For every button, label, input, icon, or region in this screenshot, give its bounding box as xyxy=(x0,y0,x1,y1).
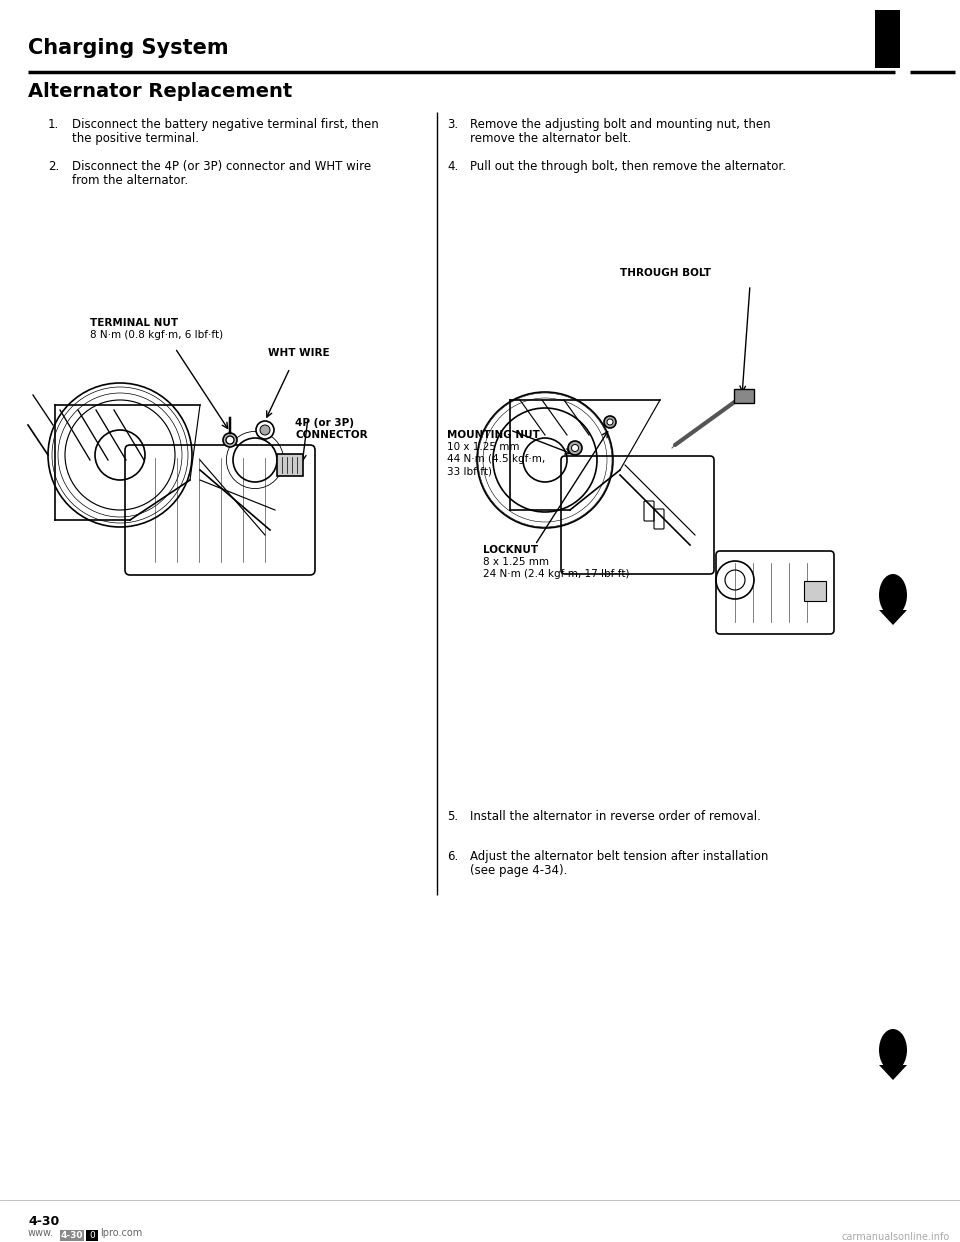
Text: Disconnect the battery negative terminal first, then: Disconnect the battery negative terminal… xyxy=(72,118,379,130)
Text: THROUGH BOLT: THROUGH BOLT xyxy=(620,268,711,278)
Text: 5.: 5. xyxy=(447,810,458,823)
Text: 8 N·m (0.8 kgf·m, 6 lbf·ft): 8 N·m (0.8 kgf·m, 6 lbf·ft) xyxy=(90,330,223,340)
Text: 24 N·m (2.4 kgf·m, 17 lbf·ft): 24 N·m (2.4 kgf·m, 17 lbf·ft) xyxy=(483,569,630,579)
FancyBboxPatch shape xyxy=(86,1230,98,1241)
Ellipse shape xyxy=(607,419,613,425)
Ellipse shape xyxy=(879,1030,907,1071)
Text: lpro.com: lpro.com xyxy=(100,1228,142,1238)
Text: Install the alternator in reverse order of removal.: Install the alternator in reverse order … xyxy=(470,810,761,823)
Text: 4-30: 4-30 xyxy=(28,1215,60,1228)
Text: 1.: 1. xyxy=(48,118,60,130)
Text: 4P (or 3P): 4P (or 3P) xyxy=(295,419,354,428)
Ellipse shape xyxy=(604,416,616,428)
Text: 3.: 3. xyxy=(447,118,458,130)
FancyBboxPatch shape xyxy=(734,389,754,402)
Ellipse shape xyxy=(256,421,274,438)
Text: Pull out the through bolt, then remove the alternator.: Pull out the through bolt, then remove t… xyxy=(470,160,786,173)
Ellipse shape xyxy=(223,433,237,447)
Text: carmanualsonline.info: carmanualsonline.info xyxy=(842,1232,950,1242)
Ellipse shape xyxy=(571,445,579,452)
Ellipse shape xyxy=(226,436,234,443)
Text: 33 lbf·ft): 33 lbf·ft) xyxy=(447,466,492,476)
Text: 44 N·m (4.5 kgf·m,: 44 N·m (4.5 kgf·m, xyxy=(447,455,545,465)
Text: Charging System: Charging System xyxy=(28,39,228,58)
Text: from the alternator.: from the alternator. xyxy=(72,174,188,188)
Ellipse shape xyxy=(260,425,270,435)
Text: 4.: 4. xyxy=(447,160,458,173)
Text: 4-30: 4-30 xyxy=(60,1231,84,1240)
Polygon shape xyxy=(875,10,900,68)
FancyBboxPatch shape xyxy=(804,581,826,601)
Text: remove the alternator belt.: remove the alternator belt. xyxy=(470,132,632,145)
Text: 8 x 1.25 mm: 8 x 1.25 mm xyxy=(483,556,549,568)
Polygon shape xyxy=(879,1064,907,1081)
Ellipse shape xyxy=(568,441,582,455)
Text: 6.: 6. xyxy=(447,850,458,863)
Text: 2.: 2. xyxy=(48,160,60,173)
Text: www.: www. xyxy=(28,1228,54,1238)
Text: TERMINAL NUT: TERMINAL NUT xyxy=(90,318,179,328)
Polygon shape xyxy=(879,610,907,625)
Text: CONNECTOR: CONNECTOR xyxy=(295,430,368,440)
Text: WHT WIRE: WHT WIRE xyxy=(268,348,329,358)
Text: 0: 0 xyxy=(89,1231,95,1240)
FancyBboxPatch shape xyxy=(277,455,303,476)
Text: (see page 4-34).: (see page 4-34). xyxy=(470,864,567,877)
FancyBboxPatch shape xyxy=(60,1230,84,1241)
Text: Adjust the alternator belt tension after installation: Adjust the alternator belt tension after… xyxy=(470,850,768,863)
Text: 10 x 1.25 mm: 10 x 1.25 mm xyxy=(447,442,519,452)
Text: Disconnect the 4P (or 3P) connector and WHT wire: Disconnect the 4P (or 3P) connector and … xyxy=(72,160,372,173)
Text: the positive terminal.: the positive terminal. xyxy=(72,132,199,145)
Ellipse shape xyxy=(879,574,907,616)
Text: Remove the adjusting bolt and mounting nut, then: Remove the adjusting bolt and mounting n… xyxy=(470,118,771,130)
Text: LOCKNUT: LOCKNUT xyxy=(483,545,539,555)
Text: Alternator Replacement: Alternator Replacement xyxy=(28,82,292,101)
Text: MOUNTING NUT: MOUNTING NUT xyxy=(447,430,540,440)
